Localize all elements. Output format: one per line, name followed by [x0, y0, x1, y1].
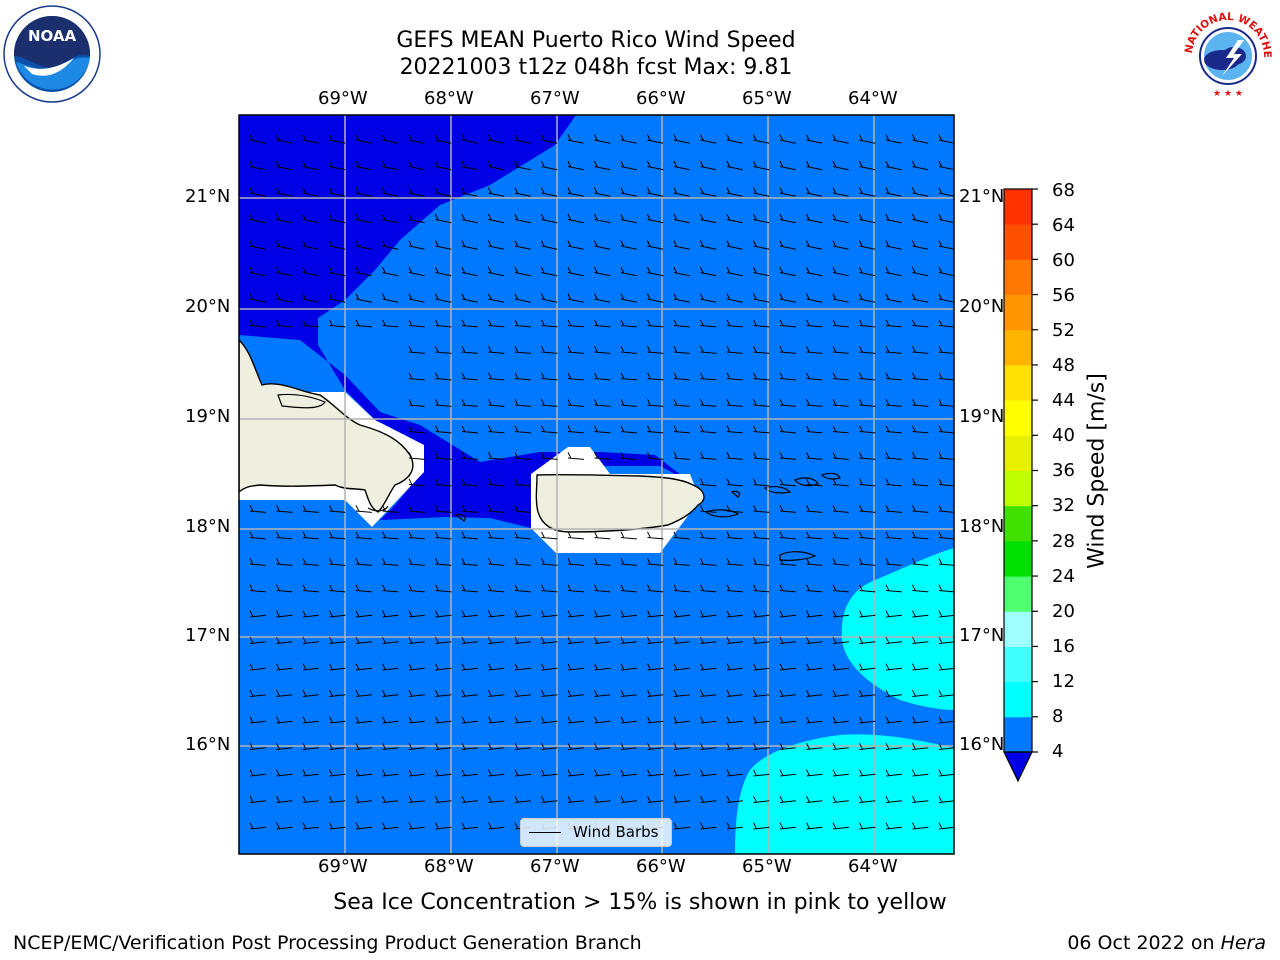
colorbar-tick: 28: [1052, 531, 1075, 552]
colorbar-tick: 44: [1052, 390, 1075, 411]
colorbar-extend-triangle: [1003, 751, 1033, 783]
lat-label: 17°N: [185, 625, 231, 646]
colorbar-segment: [1004, 540, 1032, 577]
footer-machine: Hera: [1220, 932, 1266, 954]
legend-label: Wind Barbs: [573, 823, 659, 841]
legend: Wind Barbs: [520, 818, 672, 847]
wind-barb-marks: [249, 134, 954, 830]
colorbar-tick: 64: [1052, 215, 1075, 236]
colorbar-segment: [1004, 294, 1032, 331]
colorbar-segment: [1004, 611, 1032, 647]
colorbar-tick: 68: [1052, 180, 1075, 201]
colorbar-segment: [1004, 364, 1032, 401]
lat-label: 17°N: [959, 625, 1005, 646]
map-frame: [238, 114, 955, 855]
coastline: [367, 505, 389, 512]
colorbar-tick: 40: [1052, 425, 1075, 446]
lat-label: 21°N: [959, 186, 1005, 207]
island-coastline: [730, 490, 741, 498]
speed-band-0-4: [239, 115, 690, 528]
colorbar-tick: 20: [1052, 601, 1075, 622]
colorbar-tick: 48: [1052, 355, 1075, 376]
colorbar-segment: [1004, 716, 1032, 753]
lon-label: 68°W: [424, 88, 474, 109]
footer-right: 06 Oct 2022 on Hera: [1067, 932, 1266, 954]
lat-label: 16°N: [185, 734, 231, 755]
colorbar-segment: [1004, 224, 1032, 260]
colorbar-tick: 36: [1052, 460, 1075, 481]
lon-label: 65°W: [742, 88, 792, 109]
lat-label: 18°N: [959, 516, 1005, 537]
colorbar-segment: [1004, 505, 1032, 542]
colorbar-segment: [1004, 189, 1032, 225]
lat-label: 20°N: [185, 296, 231, 317]
island-coastline: [763, 486, 792, 494]
svg-text:★ ★ ★: ★ ★ ★: [1213, 89, 1243, 99]
colorbar-segment: [1004, 329, 1032, 366]
colorbar-tick: 4: [1052, 741, 1064, 762]
colorbar-tick: 32: [1052, 495, 1075, 516]
colorbar-label: Wind Speed [m/s]: [1084, 373, 1110, 569]
legend-line-icon: [529, 832, 561, 833]
lon-label: 64°W: [848, 88, 898, 109]
lon-label: 67°W: [530, 856, 580, 877]
lon-label: 68°W: [424, 856, 474, 877]
lon-label: 66°W: [636, 856, 686, 877]
lon-label: 69°W: [318, 856, 368, 877]
colorbar-tick: 12: [1052, 671, 1075, 692]
island-coastline: [820, 472, 841, 480]
speed-band-8-12: [841, 548, 954, 710]
lon-label: 69°W: [318, 88, 368, 109]
island-coastline: [454, 513, 466, 522]
island-coastline: [794, 477, 819, 487]
wind-barbs: [249, 134, 954, 830]
lon-label: 67°W: [530, 88, 580, 109]
colorbar-segment: [1004, 435, 1032, 471]
lat-label: 16°N: [959, 734, 1005, 755]
island-coastline: [704, 509, 740, 518]
lon-label: 65°W: [742, 856, 792, 877]
map-layers: [239, 115, 954, 854]
lat-label: 18°N: [185, 516, 231, 537]
colorbar-tick: 8: [1052, 706, 1064, 727]
noaa-logo-text: NOAA: [28, 27, 77, 45]
colorbar-segment: [1004, 576, 1032, 612]
colorbar-tick: 60: [1052, 250, 1075, 271]
lat-label: 20°N: [959, 296, 1005, 317]
island-coastline: [779, 551, 817, 561]
lat-label: 19°N: [185, 406, 231, 427]
lat-label: 19°N: [959, 406, 1005, 427]
colorbar-segment: [1004, 681, 1032, 718]
lon-label: 64°W: [848, 856, 898, 877]
colorbar-tick: 56: [1052, 285, 1075, 306]
speed-band-8-12: [735, 734, 954, 854]
hispaniola-land: [239, 339, 414, 513]
chart-subtitle: 20221003 t12z 048h fcst Max: 9.81: [399, 55, 793, 80]
lat-label: 21°N: [185, 186, 231, 207]
coastline: [277, 393, 326, 409]
nws-logo: NATIONAL WEATHER SERVICE ★ ★ ★: [1174, 0, 1278, 100]
lon-label: 66°W: [636, 88, 686, 109]
colorbar-segment: [1004, 470, 1032, 507]
caption-wrap: Sea Ice Concentration > 15% is shown in …: [0, 890, 1280, 915]
footer-date: 06 Oct 2022 on: [1067, 932, 1221, 954]
footer-left: NCEP/EMC/Verification Post Processing Pr…: [13, 932, 642, 954]
colorbar-segment: [1004, 400, 1032, 436]
caption: Sea Ice Concentration > 15% is shown in …: [333, 890, 947, 915]
colorbar-tick: 16: [1052, 636, 1075, 657]
colorbar-tick: 24: [1052, 566, 1075, 587]
noaa-logo: NOAA: [2, 4, 102, 104]
colorbar-segment: [1004, 646, 1032, 683]
colorbar-segment: [1004, 259, 1032, 296]
colorbar-tick: 52: [1052, 320, 1075, 341]
chart-title: GEFS MEAN Puerto Rico Wind Speed: [396, 28, 796, 53]
